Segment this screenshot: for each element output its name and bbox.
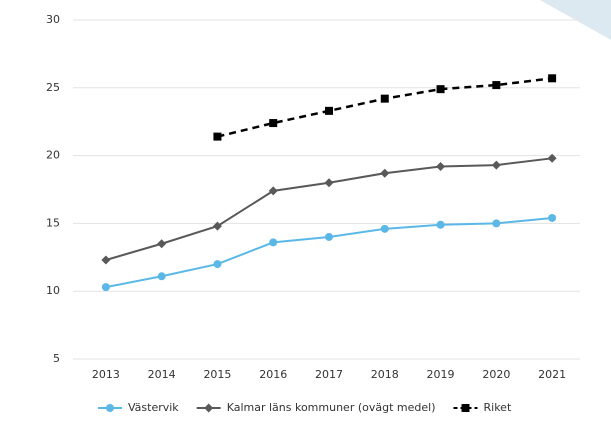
legend-label: Riket [484, 401, 512, 414]
data-point [436, 161, 446, 171]
data-point [101, 283, 110, 292]
legend-marker [204, 403, 214, 413]
x-tick-label: 2016 [259, 368, 287, 381]
data-point [548, 74, 557, 83]
data-point [491, 160, 501, 170]
data-point [324, 178, 334, 188]
data-point [157, 239, 167, 249]
y-tick-label: 30 [46, 13, 60, 26]
y-tick-label: 15 [46, 216, 60, 229]
x-tick-label: 2017 [315, 368, 343, 381]
data-point [547, 153, 557, 163]
data-point [212, 221, 222, 231]
data-point [157, 272, 166, 281]
data-point [325, 232, 333, 241]
data-point [101, 255, 111, 265]
y-tick-label: 25 [46, 81, 60, 94]
data-point [380, 224, 389, 233]
x-tick-label: 2020 [482, 368, 510, 381]
data-point [213, 260, 222, 269]
legend-marker [461, 404, 470, 412]
x-tick-label: 2019 [427, 368, 455, 381]
legend-label: Kalmar läns kommuner (ovägt medel) [227, 401, 436, 414]
x-tick-label: 2015 [203, 368, 231, 381]
data-point [269, 119, 278, 128]
data-point [269, 238, 278, 247]
x-tick-label: 2014 [148, 368, 176, 381]
legend-marker [106, 404, 114, 412]
data-point [548, 213, 557, 222]
data-point [213, 132, 222, 141]
y-tick-label: 5 [53, 352, 60, 365]
x-tick-label: 2021 [538, 368, 566, 381]
x-tick-label: 2018 [371, 368, 399, 381]
data-point [436, 220, 445, 229]
legend-label: Västervik [128, 401, 179, 414]
data-point [492, 81, 501, 90]
y-tick-label: 10 [46, 284, 60, 297]
data-point [268, 186, 278, 196]
data-point [380, 168, 390, 178]
x-tick-label: 2013 [92, 368, 120, 381]
data-point [380, 94, 389, 103]
y-tick-label: 20 [46, 149, 60, 162]
data-point [325, 106, 333, 115]
data-point [436, 85, 445, 94]
data-point [492, 219, 501, 228]
